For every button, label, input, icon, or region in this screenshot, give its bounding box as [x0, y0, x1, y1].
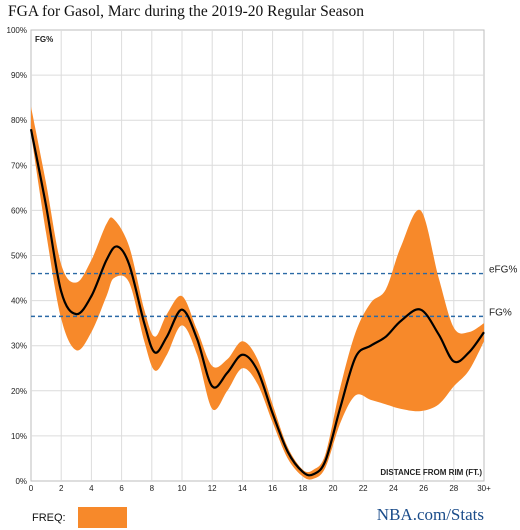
y-axis-label: FG% [35, 35, 53, 44]
x-tick-label: 30+ [477, 484, 491, 493]
x-tick-label: 4 [89, 484, 94, 493]
y-tick-label: 50% [11, 252, 27, 261]
x-tick-label: 2 [59, 484, 64, 493]
x-tick-label: 28 [449, 484, 458, 493]
fg-pct-line [29, 129, 485, 477]
reference-label-efgpct: eFG% [489, 265, 517, 276]
y-tick-label: 80% [11, 116, 27, 125]
x-tick-label: 8 [150, 484, 155, 493]
x-tick-label: 12 [208, 484, 217, 493]
y-tick-label: 60% [11, 206, 27, 215]
y-tick-label: 20% [11, 387, 27, 396]
chart-title: FGA for Gasol, Marc during the 2019-20 R… [8, 3, 365, 20]
x-axis-label: DISTANCE FROM RIM (FT.) [380, 468, 482, 477]
reference-label-fgpct: FG% [489, 307, 512, 318]
y-tick-label: 100% [7, 26, 27, 35]
freq-band [31, 106, 484, 480]
x-tick-label: 20 [329, 484, 338, 493]
x-tick-label: 18 [298, 484, 307, 493]
y-tick-label: 30% [11, 342, 27, 351]
y-tick-label: 40% [11, 297, 27, 306]
x-tick-label: 6 [119, 484, 124, 493]
y-tick-label: 0% [15, 477, 27, 486]
brand-logo[interactable]: NBA.com/Stats [376, 505, 484, 524]
x-tick-label: 10 [178, 484, 187, 493]
y-tick-label: 10% [11, 432, 27, 441]
y-tick-label: 70% [11, 161, 27, 170]
x-tick-label: 14 [238, 484, 247, 493]
freq-legend-swatch [78, 507, 127, 528]
x-tick-label: 24 [389, 484, 398, 493]
x-tick-label: 0 [29, 484, 34, 493]
x-tick-label: 16 [268, 484, 277, 493]
y-tick-label: 90% [11, 71, 27, 80]
x-tick-label: 26 [419, 484, 428, 493]
freq-legend-label: FREQ: [32, 512, 66, 524]
x-tick-label: 22 [359, 484, 368, 493]
